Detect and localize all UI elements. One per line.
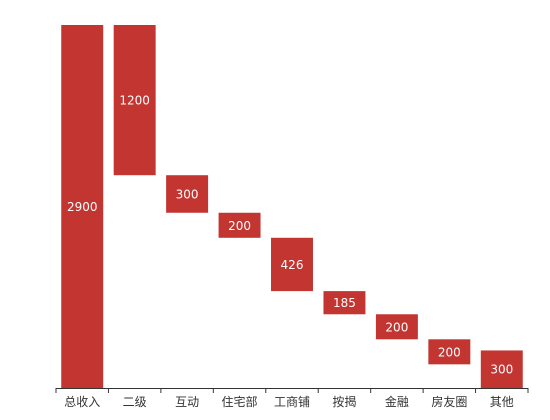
data-label-5: 185: [333, 296, 356, 310]
data-label-4: 426: [281, 258, 304, 272]
bar-6: [375, 314, 418, 340]
bar-5: [323, 291, 366, 315]
x-tick-label-8: 其他: [490, 395, 514, 409]
bar-1: [113, 25, 156, 176]
data-label-3: 200: [228, 219, 251, 233]
data-label-8: 300: [490, 363, 513, 377]
x-tick-label-3: 住宅部: [222, 394, 258, 409]
bar-0: [61, 25, 104, 388]
data-label-2: 300: [176, 187, 199, 201]
x-tick-label-0: 总收入: [64, 395, 100, 409]
data-label-6: 200: [385, 320, 408, 334]
bar-2: [166, 175, 209, 213]
bar-7: [428, 339, 471, 365]
x-tick-label-1: 二级: [123, 395, 147, 409]
x-axis: 总收入 二级 互动 住宅部 工商铺 按揭 金融 房友圈 其他: [55, 388, 529, 409]
data-label-0: 2900: [67, 200, 98, 214]
x-tick-label-4: 工商铺: [274, 394, 310, 409]
x-tick-label-2: 互动: [175, 395, 199, 409]
bar-3: [218, 212, 261, 238]
x-tick-label-7: 房友圈: [431, 394, 467, 409]
x-tick-label-6: 金融: [385, 394, 409, 409]
bar-8: [480, 350, 523, 388]
x-tick-label-5: 按揭: [332, 394, 356, 409]
bars-layer: [61, 25, 523, 388]
data-label-1: 1200: [119, 94, 150, 108]
data-label-7: 200: [438, 345, 461, 359]
data-labels-layer: 2900 1200 300 200 426 185 200 200 300: [67, 94, 513, 377]
bar-4: [271, 237, 313, 292]
